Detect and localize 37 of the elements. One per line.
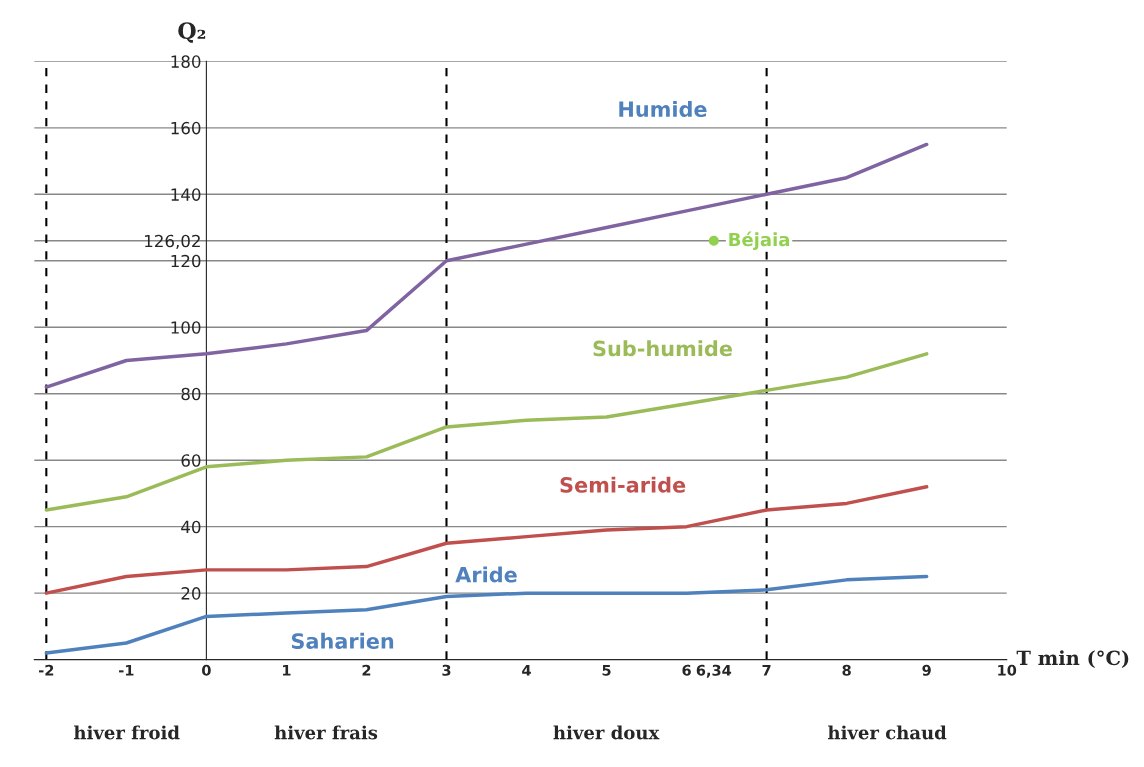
text: hiver froid (73, 725, 180, 740)
x-tick-label: 0 (202, 664, 211, 676)
x-tick-label: -1 (119, 664, 134, 676)
x-axis-title: T min (°C) (1016, 650, 1129, 669)
annotation: Humide (619, 100, 707, 118)
text: hiver frais (274, 725, 378, 740)
y-tick-label: 80 (181, 387, 201, 401)
x-tick-label: 7 (762, 664, 771, 676)
x-tick-label: 6 (682, 664, 691, 676)
x-tick-label: 9 (922, 664, 931, 676)
y-tick-label: 140 (171, 188, 201, 201)
series-label: Béjaia (729, 231, 790, 250)
x-tick-label: 6,34 (696, 664, 732, 678)
annotation: Semi-aride (560, 476, 686, 493)
y-tick-label: 126,02 (145, 234, 200, 250)
x-tick-label: 8 (842, 664, 851, 676)
y-tick-label: 40 (181, 520, 201, 534)
annotation: Aride (455, 566, 517, 583)
x-tick-label: 10 (998, 664, 1017, 676)
y-axis-title: Q₂ (178, 22, 206, 43)
x-tick-label: -2 (39, 664, 54, 676)
text: hiver doux (553, 725, 660, 740)
x-tick-label: 1 (283, 664, 291, 676)
line-series (44, 142, 929, 389)
x-tick-label: 3 (442, 664, 451, 676)
annotation: Saharien (291, 632, 394, 649)
x-tick-label: 4 (522, 664, 531, 676)
text: hiver chaud (828, 725, 947, 740)
y-tick-label: 20 (181, 587, 201, 600)
x-tick-label: 5 (602, 664, 611, 676)
x-tick-label: 2 (362, 664, 371, 676)
annotation: Sub-humide (593, 340, 732, 357)
y-tick-label: 100 (171, 321, 201, 334)
y-tick-label: 60 (181, 454, 201, 467)
y-tick-label: 160 (171, 121, 201, 135)
y-tick-label: 180 (171, 55, 201, 68)
y-tick-label: 120 (171, 254, 201, 268)
